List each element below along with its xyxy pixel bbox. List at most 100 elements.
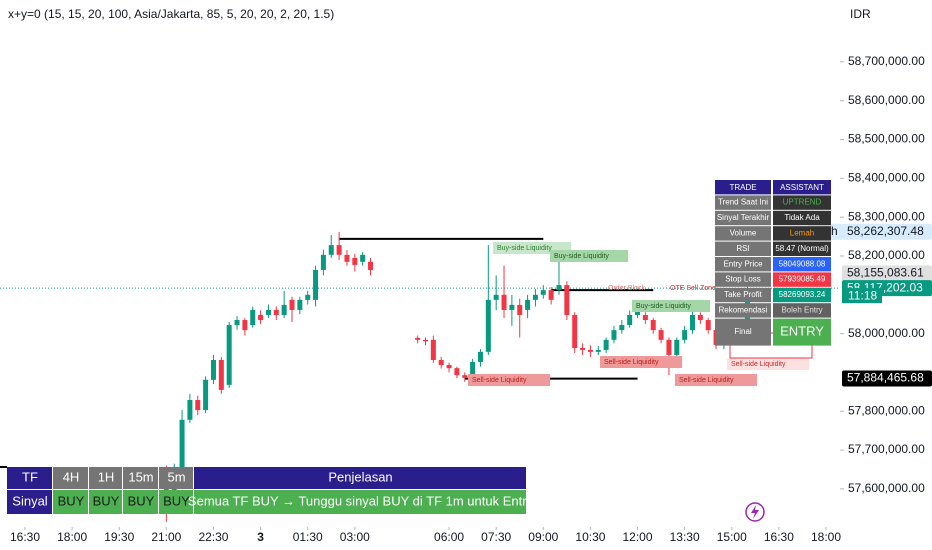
annotation: Sell-side Liquidity bbox=[472, 377, 527, 384]
annotation: Buy-side Liquidity bbox=[636, 303, 691, 310]
table-label: Final bbox=[734, 327, 752, 336]
candle-body bbox=[595, 349, 601, 352]
y-tick-label: 57,800,000.00 bbox=[848, 403, 925, 417]
annotation-box bbox=[675, 374, 758, 386]
candle-body bbox=[540, 290, 546, 295]
annotation: Order Block bbox=[608, 285, 645, 292]
price-tag bbox=[842, 223, 932, 240]
candle-body bbox=[430, 339, 436, 361]
tf-value: BUY bbox=[128, 493, 155, 508]
annotation: Buy-side Liquidity bbox=[554, 253, 609, 260]
candle-body bbox=[423, 339, 428, 342]
tf-header-cell bbox=[89, 467, 122, 489]
price-tag bbox=[842, 265, 932, 282]
candle-body bbox=[690, 314, 695, 331]
candle-body bbox=[556, 285, 562, 291]
candle-body bbox=[305, 294, 311, 300]
x-tick-label: 01:30 bbox=[293, 530, 323, 544]
candle-body bbox=[234, 320, 240, 326]
table-cell bbox=[715, 195, 771, 210]
candle-body bbox=[360, 254, 366, 262]
table-header: ASSISTANT bbox=[780, 183, 824, 192]
table-label: Trend Saat Ini bbox=[718, 198, 768, 207]
table-cell bbox=[773, 287, 831, 303]
candle-body bbox=[368, 261, 374, 270]
annotation: Sell-side Liquidity bbox=[679, 377, 734, 384]
candle-body bbox=[705, 320, 711, 331]
table-label: Stop Loss bbox=[725, 275, 761, 284]
tf-header-cell bbox=[7, 467, 52, 489]
tf-value: Sinyal bbox=[12, 493, 48, 508]
annotation: Sell-side Liquidity bbox=[731, 361, 786, 368]
candle-body bbox=[603, 339, 609, 350]
tf-cell bbox=[53, 490, 88, 514]
table-cell bbox=[715, 303, 771, 318]
x-tick-label: 03:00 bbox=[340, 530, 370, 544]
table-cell bbox=[773, 195, 831, 210]
tf-header: 4H bbox=[63, 469, 80, 484]
table-value: UPTREND bbox=[783, 198, 822, 207]
candle-body bbox=[525, 299, 531, 310]
candle-body bbox=[635, 309, 641, 315]
table-cell bbox=[773, 257, 831, 272]
y-tick-label: 58,400,000.00 bbox=[848, 171, 925, 185]
y-tick-label: 57,700,000.00 bbox=[848, 442, 925, 456]
tf-cell bbox=[159, 490, 193, 514]
candle-body bbox=[242, 320, 248, 331]
candle-body bbox=[493, 294, 499, 300]
tf-header: 15m bbox=[128, 469, 153, 484]
tf-cell bbox=[89, 490, 122, 514]
candle-body bbox=[226, 325, 232, 385]
tf-header-cell bbox=[123, 467, 158, 489]
x-tick-label: 22:30 bbox=[198, 530, 228, 544]
table-header-cell bbox=[773, 180, 831, 195]
tf-header: 1H bbox=[98, 469, 115, 484]
candle-body bbox=[195, 400, 201, 411]
candle-body bbox=[320, 254, 326, 270]
candle-body bbox=[336, 245, 342, 255]
tf-value: BUY bbox=[93, 493, 120, 508]
candle-body bbox=[587, 349, 593, 352]
x-tick-label: 12:00 bbox=[623, 530, 653, 544]
countdown: 11:18 bbox=[848, 288, 877, 302]
x-tick-label: 07:30 bbox=[481, 530, 511, 544]
candle-body bbox=[666, 339, 672, 355]
candle-body bbox=[532, 294, 538, 300]
candle-body bbox=[674, 339, 680, 355]
x-tick-label: 16:30 bbox=[10, 530, 40, 544]
x-tick-label: 15:00 bbox=[717, 530, 747, 544]
candle-body bbox=[697, 314, 703, 321]
candle-body bbox=[352, 257, 358, 265]
candle-body bbox=[203, 379, 209, 411]
candle-body bbox=[163, 469, 169, 510]
annotation: Sell-side Liquidity bbox=[604, 359, 659, 366]
tf-header: 5m bbox=[167, 469, 185, 484]
tf-header-cell bbox=[159, 467, 193, 489]
overlay: Buy-side Liquidity Buy-side Liquidity Sell… bbox=[0, 180, 932, 522]
candle-body bbox=[682, 330, 688, 340]
candle-body bbox=[313, 269, 319, 300]
candle-body bbox=[462, 375, 468, 378]
alert-bolt bbox=[751, 505, 759, 519]
candle-body bbox=[470, 361, 476, 378]
annotation: OTE Sell Zone bbox=[670, 285, 716, 292]
candle-body bbox=[297, 299, 303, 310]
table-cell bbox=[773, 272, 831, 287]
candle-body bbox=[289, 299, 295, 310]
candle-body bbox=[572, 314, 578, 348]
y-tick-label: 57,600,000.00 bbox=[848, 481, 925, 495]
candle-body bbox=[564, 285, 570, 315]
table-cell bbox=[773, 318, 831, 346]
table-label: RSI bbox=[736, 244, 749, 253]
tf-header: TF bbox=[22, 469, 38, 484]
candle-body bbox=[548, 290, 554, 300]
candle-body bbox=[580, 347, 586, 350]
table-cell bbox=[715, 257, 771, 272]
table-cell bbox=[773, 241, 831, 256]
annotation-box bbox=[468, 374, 551, 386]
tf-cell bbox=[194, 490, 526, 514]
candle-body bbox=[344, 254, 350, 262]
annotation-box bbox=[632, 300, 711, 312]
price-tag-label: 58,155,083.61 bbox=[847, 266, 924, 280]
x-tick-label: 19:30 bbox=[104, 530, 134, 544]
